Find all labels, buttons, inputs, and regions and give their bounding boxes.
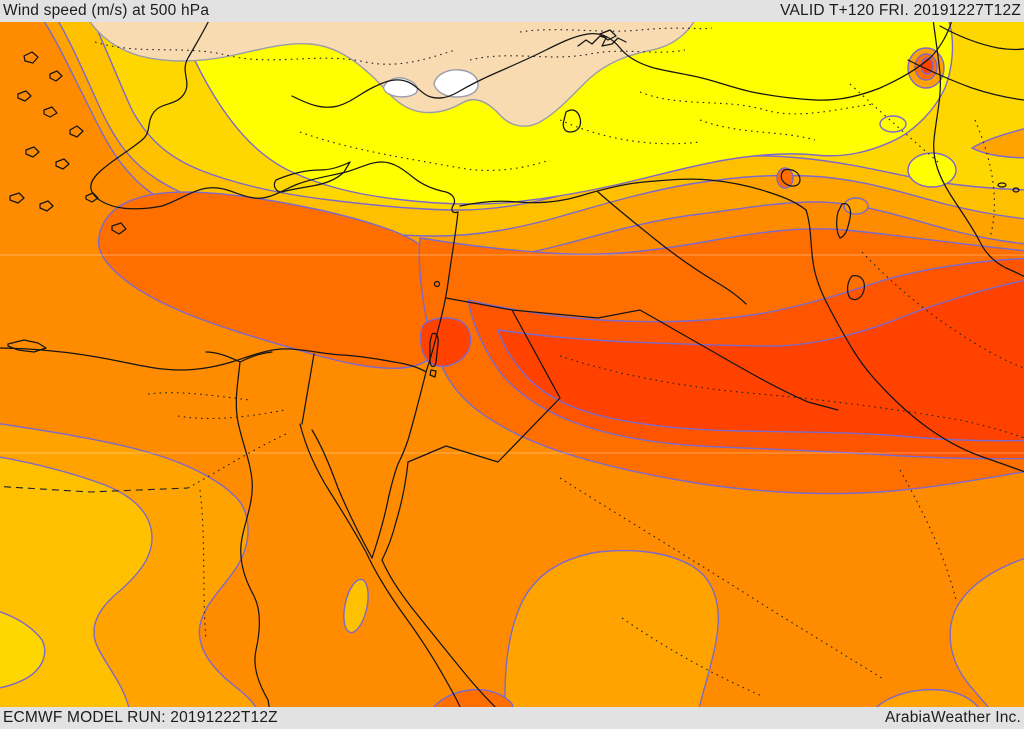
wind-speed-fill-bands (0, 22, 1024, 707)
aegean-island (23, 51, 39, 64)
band-light-orange-southeast (949, 557, 1024, 707)
aegean-island (9, 192, 25, 204)
coastline-blacksea (291, 22, 953, 108)
band-cream-blacksea (89, 22, 695, 127)
aegean-island (25, 146, 40, 158)
band-light-orange-south-center (504, 549, 719, 707)
dotted-boundary (899, 469, 957, 601)
band-red-core-iraq (497, 279, 1024, 442)
aegean-island (39, 200, 54, 212)
border-israel-egypt (397, 371, 427, 465)
coastline-delta-islet (599, 29, 617, 41)
dotted-boundary (299, 131, 551, 171)
border-caucasus-2 (939, 25, 1024, 51)
caspian-island (997, 182, 1007, 188)
graticule-lines (0, 254, 1024, 454)
border-turkey-syria (459, 178, 807, 211)
aegean-island-crete (7, 339, 47, 353)
band-light-orange-south-bump (875, 688, 979, 707)
border-caucasus-1 (907, 59, 1024, 101)
yellow-pocket-small (879, 115, 907, 133)
aegean-island-rhodes (111, 222, 127, 235)
lake-dead-sea (429, 332, 439, 368)
river-nile (235, 361, 270, 707)
footer-bar: ECMWF MODEL RUN: 20191222T12Z ArabiaWeat… (0, 707, 1024, 729)
river-nile-delta-east (239, 351, 273, 363)
coastline-sinai-west (311, 429, 373, 559)
lake-urmia-south (846, 274, 866, 301)
dotted-boundary (94, 41, 456, 65)
caspian-island (1012, 187, 1020, 193)
dotted-boundary (621, 617, 763, 697)
model-run-label: ECMWF MODEL RUN: 20191222T12Z (3, 709, 278, 726)
orange-spot-urmia (843, 197, 869, 215)
coastline-caspian (932, 22, 1024, 278)
page-title: Wind speed (m/s) at 500 hPa (3, 2, 210, 19)
island-cyprus (273, 161, 351, 193)
dotted-boundary (559, 355, 1024, 439)
aegean-island (49, 70, 63, 82)
coastline-aegean-levant-egypt (0, 22, 459, 373)
aegean-island (69, 125, 84, 138)
coastline-sinai-east-aqaba (371, 463, 399, 559)
suez-canal (301, 353, 315, 425)
coastline-egypt-redsea (299, 423, 461, 707)
dotted-boundary (177, 409, 286, 420)
dotted-boundary (699, 119, 816, 141)
orange-wedge-northeast (970, 128, 1024, 159)
wind-speed-map-canvas (0, 22, 1024, 707)
lake-urmia (836, 203, 852, 239)
admin-dotted-boundaries (0, 27, 1024, 697)
brand-label: ArabiaWeather Inc. (885, 709, 1021, 726)
weather-map (0, 22, 1024, 707)
river-nile-delta-west (205, 351, 241, 363)
aegean-island (85, 192, 99, 203)
lake-tuz (562, 109, 582, 133)
yellow-pocket-caspian (907, 152, 957, 188)
orange-spot-van (776, 167, 794, 189)
band-gold-pocket-west (0, 611, 46, 689)
dotted-boundary (187, 433, 287, 489)
lake-van (780, 168, 801, 187)
valid-time-label: VALID T+120 FRI. 20191227T12Z (780, 2, 1021, 19)
geo-borders (0, 22, 1024, 707)
amber-pocket-redsea (343, 578, 369, 634)
aegean-island (55, 158, 70, 170)
band-red-patch-levant (419, 317, 472, 368)
aegean-island (43, 106, 58, 118)
dashed-boundary-egypt-libya (0, 485, 189, 493)
aegean-island (17, 90, 32, 102)
border-jordan-iraq-saudi (445, 297, 839, 411)
border-jordan-saudi-zigzag (407, 309, 561, 463)
border-syria-iraq (597, 191, 747, 305)
border-iran-iraq (805, 209, 1024, 473)
dotted-boundary (849, 83, 939, 163)
lake-dead-sea-south (429, 369, 437, 378)
header-bar: Wind speed (m/s) at 500 hPa VALID T+120 … (0, 0, 1024, 22)
band-white-marmara-east (433, 69, 479, 98)
coastline-saudi-redsea (381, 461, 496, 707)
lake-galilee (433, 280, 441, 288)
